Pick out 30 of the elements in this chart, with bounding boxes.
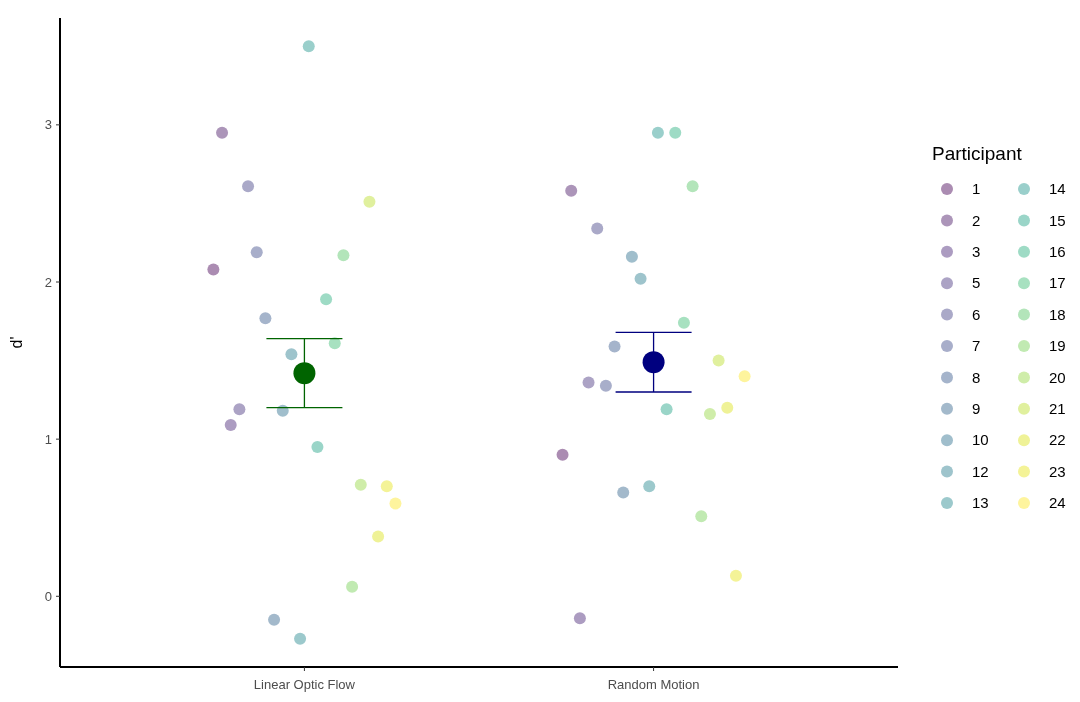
legend-label: 13	[972, 494, 989, 512]
legend-label: 10	[972, 431, 989, 449]
legend-label: 14	[1049, 180, 1066, 198]
y-axis-title: d'	[8, 336, 25, 349]
legend-label: 20	[1049, 368, 1066, 386]
legend-label: 15	[1049, 211, 1066, 229]
legend-label: 7	[972, 337, 981, 355]
legend-label: 2	[972, 211, 981, 229]
legend-label: 5	[972, 274, 981, 292]
legend-label: 18	[1049, 305, 1066, 323]
y-tick-label: 0	[44, 588, 52, 604]
legend-label: 9	[972, 400, 981, 418]
legend-label: 22	[1049, 431, 1066, 449]
legend-label: 1	[972, 180, 981, 198]
legend-label: 21	[1049, 400, 1066, 418]
legend-label: 16	[1049, 243, 1066, 261]
x-tick-label: Linear Optic Flow	[253, 677, 356, 692]
x-tick-label: Random Motion	[607, 677, 700, 692]
legend-title: Participant	[932, 143, 1023, 164]
y-tick-label: 2	[44, 274, 52, 290]
y-tick-label: 1	[44, 431, 52, 447]
legend-label: 6	[972, 305, 981, 323]
legend-label: 17	[1049, 274, 1066, 292]
legend-label: 3	[972, 243, 981, 261]
legend-label: 19	[1049, 337, 1066, 355]
legend-label: 8	[972, 368, 981, 386]
legend-label: 12	[972, 462, 989, 480]
legend-label: 24	[1049, 494, 1066, 512]
y-tick-label: 3	[44, 117, 52, 133]
legend-label: 23	[1049, 462, 1066, 480]
